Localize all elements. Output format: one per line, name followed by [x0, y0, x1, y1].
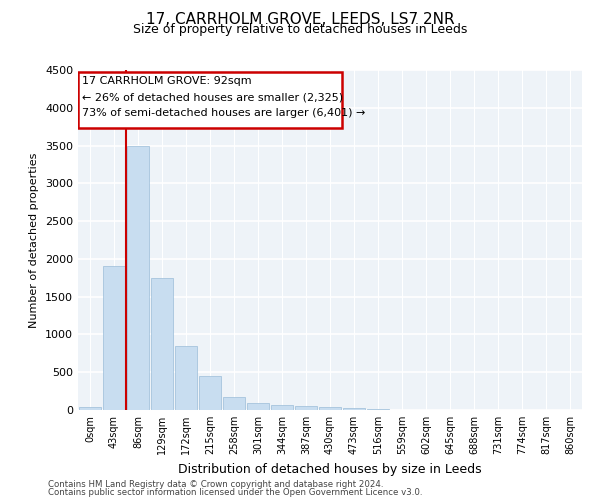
- Bar: [271, 406, 293, 410]
- Text: ← 26% of detached houses are smaller (2,325): ← 26% of detached houses are smaller (2,…: [82, 92, 343, 102]
- Text: 17, CARRHOLM GROVE, LEEDS, LS7 2NR: 17, CARRHOLM GROVE, LEEDS, LS7 2NR: [146, 12, 454, 28]
- FancyBboxPatch shape: [78, 72, 342, 128]
- Bar: [319, 408, 341, 410]
- X-axis label: Distribution of detached houses by size in Leeds: Distribution of detached houses by size …: [178, 462, 482, 475]
- Bar: [151, 278, 173, 410]
- Bar: [223, 397, 245, 410]
- Text: Contains HM Land Registry data © Crown copyright and database right 2024.: Contains HM Land Registry data © Crown c…: [48, 480, 383, 489]
- Text: 17 CARRHOLM GROVE: 92sqm: 17 CARRHOLM GROVE: 92sqm: [82, 76, 251, 86]
- Bar: [199, 376, 221, 410]
- Bar: [103, 266, 125, 410]
- Y-axis label: Number of detached properties: Number of detached properties: [29, 152, 40, 328]
- Bar: [367, 409, 389, 410]
- Bar: [295, 406, 317, 410]
- Bar: [247, 403, 269, 410]
- Bar: [343, 408, 365, 410]
- Text: Size of property relative to detached houses in Leeds: Size of property relative to detached ho…: [133, 22, 467, 36]
- Text: 73% of semi-detached houses are larger (6,401) →: 73% of semi-detached houses are larger (…: [82, 108, 365, 118]
- Text: Contains public sector information licensed under the Open Government Licence v3: Contains public sector information licen…: [48, 488, 422, 497]
- Bar: [127, 146, 149, 410]
- Bar: [175, 346, 197, 410]
- Bar: [79, 408, 101, 410]
